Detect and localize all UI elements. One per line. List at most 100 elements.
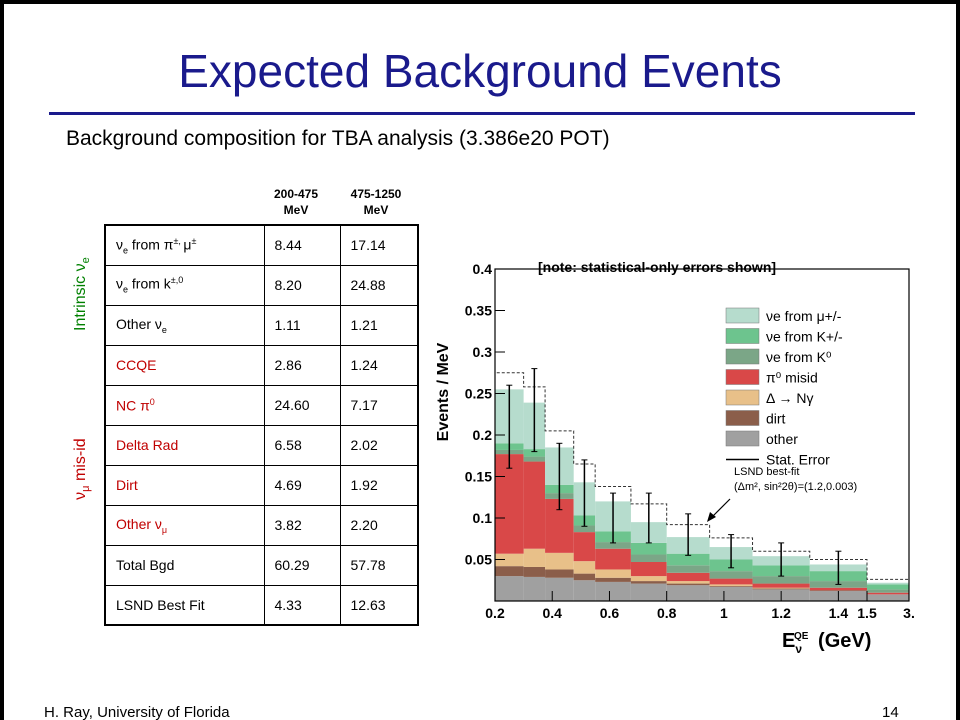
row-value-low: 8.44 — [263, 224, 341, 266]
row-value-low: 3.82 — [263, 504, 341, 546]
stack-bar-segment — [495, 576, 524, 601]
table-row: Dirt 4.69 1.92 — [104, 464, 419, 506]
row-label-rest: from π — [128, 236, 174, 253]
stack-bar-segment — [545, 484, 574, 494]
row-label-sub: e — [123, 284, 129, 295]
stack-bar-segment — [709, 586, 753, 587]
legend-swatch — [725, 369, 760, 385]
stack-bar-segment — [809, 591, 867, 601]
row-label-text: Other ν — [116, 515, 162, 532]
stack-bar-segment — [573, 525, 596, 533]
page-number: 14 — [882, 704, 899, 720]
row-value-high: 24.88 — [339, 264, 419, 306]
stack-bar-segment — [495, 553, 524, 567]
table-row: Other νμ 3.82 2.20 — [104, 504, 419, 546]
misid-label-text: ν — [71, 491, 89, 500]
row-value-low: 2.86 — [263, 344, 341, 386]
row-label: νe from π±, μ± — [104, 224, 265, 266]
row-value-high: 2.02 — [339, 424, 419, 466]
legend-swatch — [725, 328, 760, 344]
errors-note: [note: statistical-only errors shown] — [538, 259, 777, 275]
row-value-high: 2.20 — [339, 504, 419, 546]
x-tick-label: 1 — [720, 605, 728, 621]
x-axis-label-e: E — [782, 630, 795, 652]
y-tick-label: 0.4 — [473, 261, 493, 277]
row-value-low: 6.58 — [263, 424, 341, 466]
table-row: νe from k±,0 8.20 24.88 — [104, 264, 419, 306]
y-tick-label: 0.35 — [465, 303, 492, 319]
group-label-intrinsic: Intrinsic νe — [72, 224, 92, 364]
slide-title: Expected Background Events — [178, 45, 782, 97]
stack-bar-segment — [752, 587, 810, 589]
row-label-sub: e — [161, 324, 167, 335]
row-label-text: Dirt — [116, 477, 138, 493]
legend-label: π⁰ misid — [766, 370, 818, 386]
stack-bar-segment — [495, 566, 524, 577]
legend-label: νe from K⁰ — [766, 349, 832, 365]
row-label-sup: ±, — [173, 235, 184, 246]
stack-bar-segment — [595, 548, 631, 570]
row-label: LSND Best Fit — [104, 584, 265, 626]
stack-bar-segment — [709, 547, 753, 560]
stack-bar-segment — [573, 561, 596, 574]
stack-bar-segment — [867, 592, 909, 595]
x-axis-label-qe: QE — [794, 631, 809, 642]
x-tick-label: 0.2 — [485, 605, 505, 621]
table-row: LSND Best Fit 4.33 12.63 — [104, 584, 419, 626]
column-header-low: 200-475 MeV — [256, 186, 336, 218]
stack-bar-segment — [573, 515, 596, 526]
slide: Expected Background Events Background co… — [4, 4, 956, 720]
row-value-low: 4.33 — [263, 584, 341, 626]
row-label: Dirt — [104, 464, 265, 506]
row-value-low: 60.29 — [263, 544, 341, 586]
stack-bar-segment — [495, 443, 524, 450]
annotation-arrowhead — [707, 512, 716, 522]
y-tick-label: 0.25 — [465, 386, 492, 402]
signal-outline — [494, 372, 909, 601]
row-label-text: LSND Best Fit — [116, 596, 205, 613]
row-label-rest2: μ — [183, 236, 192, 253]
row-value-high: 57.78 — [339, 544, 419, 586]
stack-bar-segment — [595, 542, 631, 549]
stack-bar-segment — [666, 553, 710, 566]
table-row: Delta Rad 6.58 2.02 — [104, 424, 419, 466]
x-tick-label: 0.4 — [542, 605, 562, 621]
stack-bar-segment — [545, 493, 574, 499]
row-value-high: 1.21 — [339, 304, 419, 346]
row-label: Other νe — [104, 304, 265, 346]
stack-bar-segment — [709, 559, 753, 572]
stack-bar-segment — [545, 577, 574, 601]
stack-bar-segment — [573, 532, 596, 562]
row-value-low: 4.69 — [263, 464, 341, 506]
stack-bar-segment — [809, 571, 867, 582]
legend-label: other — [766, 431, 798, 447]
intrinsic-label-sub: e — [80, 257, 93, 264]
stack-bar-segment — [545, 498, 574, 553]
stack-bar-segment — [867, 589, 909, 593]
plot-frame — [494, 268, 910, 602]
slide-subtitle: Background composition for TBA analysis … — [66, 127, 610, 150]
stack-bar-segment — [752, 556, 810, 566]
stack-bar-segment — [752, 576, 810, 584]
footer-author: H. Ray, University of Florida — [44, 704, 230, 720]
stack-bar-segment — [545, 569, 574, 578]
row-label: Delta Rad — [104, 424, 265, 466]
intrinsic-label-text: Intrinsic ν — [71, 263, 89, 331]
row-label: Other νμ — [104, 504, 265, 546]
row-label-sup: 0 — [149, 396, 155, 407]
table-row: νe from π±, μ± 8.44 17.14 — [104, 224, 419, 266]
stack-bar-segment — [867, 584, 909, 590]
lsnd-annotation-line1: LSND best-fit — [734, 466, 799, 478]
table-row: Total Bgd 60.29 57.78 — [104, 544, 419, 586]
stack-bar-segment — [809, 581, 867, 588]
row-label-sub: e — [123, 244, 129, 255]
stack-bar-segment — [709, 571, 753, 579]
column-header-high: 475-1250 MeV — [336, 186, 416, 218]
misid-label-sub: μ — [80, 485, 93, 492]
table-row: CCQE 2.86 1.24 — [104, 344, 419, 386]
y-tick-label: 0.3 — [473, 344, 493, 360]
row-label-text: CCQE — [116, 357, 157, 373]
row-value-low: 8.20 — [263, 264, 341, 306]
stack-bar-segment — [809, 587, 867, 591]
row-label-text: Other ν — [116, 315, 162, 332]
